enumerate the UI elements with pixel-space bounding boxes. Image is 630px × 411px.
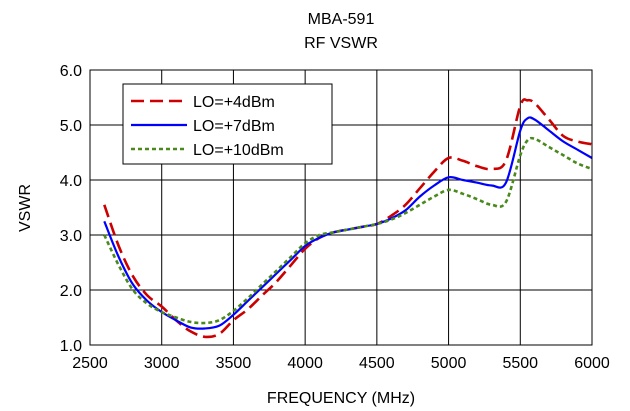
y-tick-labels: 1.0 2.0 3.0 4.0 5.0 6.0 (60, 63, 82, 355)
x-axis-label: FREQUENCY (MHz) (267, 390, 415, 407)
chart-title: MBA-591 (308, 11, 375, 28)
x-tick-labels: 2500 3000 3500 4000 4500 5000 5500 6000 (72, 355, 610, 372)
y-axis-label: VSWR (17, 184, 34, 232)
y-tick-label: 4.0 (60, 173, 82, 190)
series-layer (103, 98, 593, 339)
x-tick-label: 5000 (431, 355, 467, 372)
y-tick-label: 2.0 (60, 283, 82, 300)
x-tick-label: 4500 (359, 355, 395, 372)
legend-label-2: LO=+7dBm (193, 118, 275, 135)
series-line-3 (103, 136, 593, 325)
x-tick-label: 4000 (287, 355, 323, 372)
x-tick-label: 3500 (216, 355, 252, 372)
legend: LO=+4dBm LO=+7dBm LO=+10dBm (122, 83, 333, 165)
y-tick-label: 1.0 (60, 338, 82, 355)
plot-frame (89, 69, 593, 346)
legend-label-3: LO=+10dBm (193, 142, 284, 159)
legend-label-1: LO=+4dBm (193, 94, 275, 111)
y-tick-label: 6.0 (60, 63, 82, 80)
y-tick-label: 3.0 (60, 228, 82, 245)
x-tick-label: 6000 (574, 355, 610, 372)
series-line-2 (103, 116, 593, 330)
chart-subtitle: RF VSWR (304, 35, 378, 52)
x-tick-label: 5500 (502, 355, 538, 372)
x-tick-label: 2500 (72, 355, 108, 372)
x-tick-label: 3000 (144, 355, 180, 372)
y-tick-label: 5.0 (60, 118, 82, 135)
